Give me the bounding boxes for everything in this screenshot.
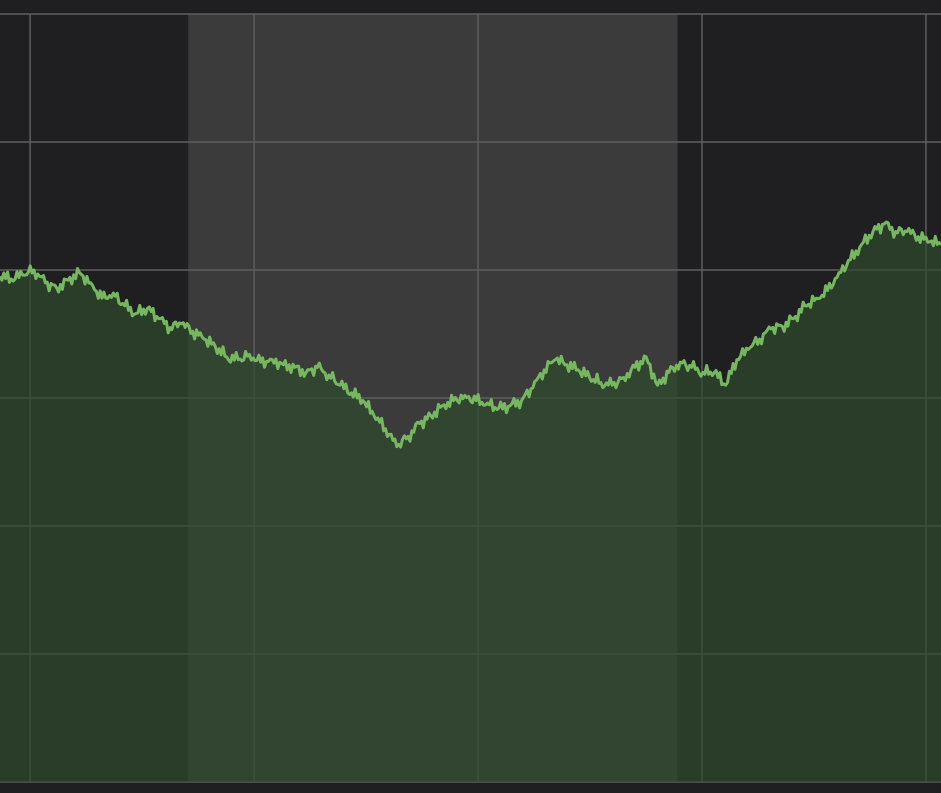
- series-line: [0, 220, 941, 449]
- line-layer: [0, 220, 941, 449]
- area-layer: [0, 222, 941, 782]
- series-area: [0, 222, 941, 782]
